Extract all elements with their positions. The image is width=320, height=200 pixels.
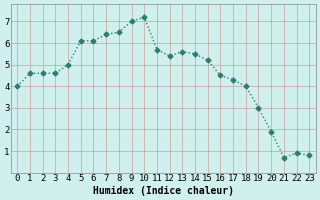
X-axis label: Humidex (Indice chaleur): Humidex (Indice chaleur) — [93, 186, 234, 196]
